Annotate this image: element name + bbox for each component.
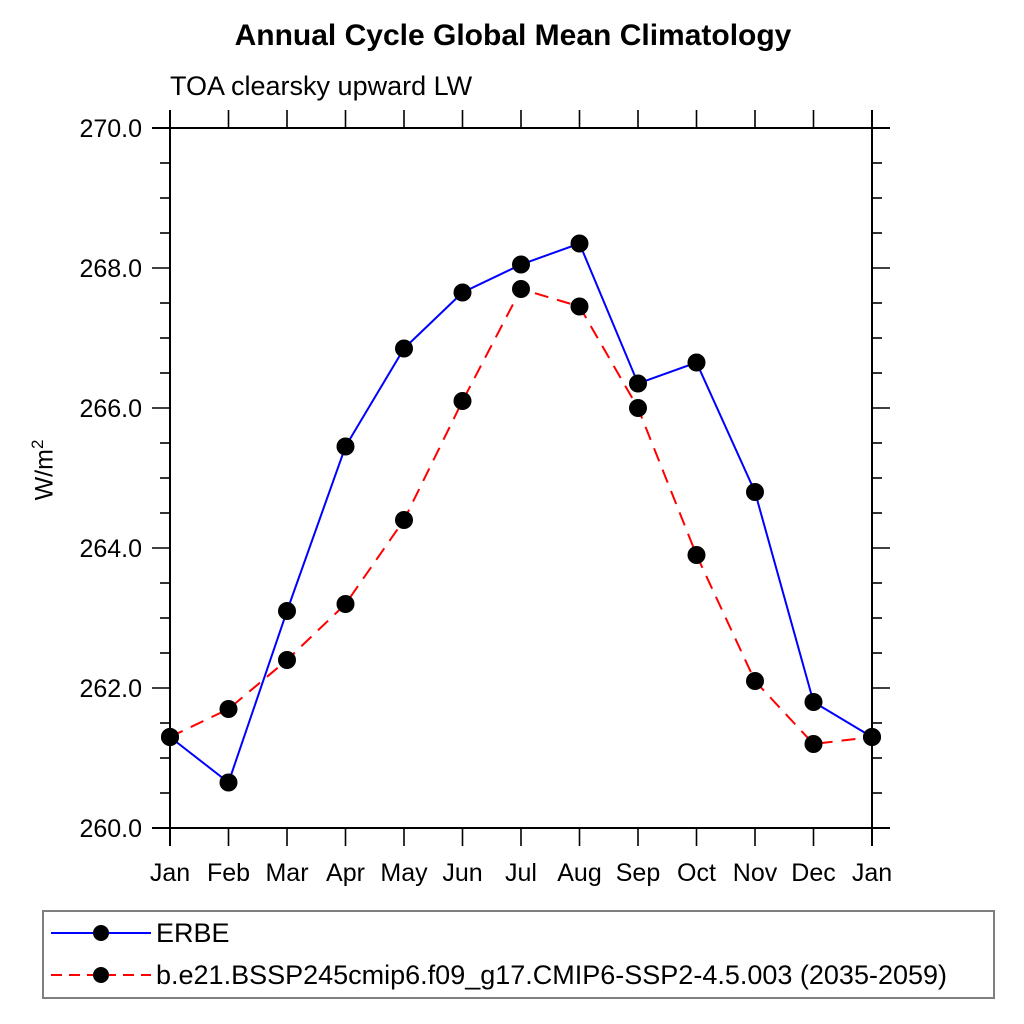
data-point-marker: [395, 339, 413, 358]
data-point-marker: [746, 483, 764, 501]
legend-sample-marker: [93, 925, 109, 941]
x-tick-label: Jun: [442, 859, 482, 887]
y-tick-label: 270.0: [79, 115, 142, 143]
legend-sample-marker: [93, 967, 109, 983]
x-tick-label: Nov: [733, 859, 778, 887]
y-tick-label: 266.0: [79, 395, 142, 423]
data-point-marker: [219, 700, 238, 718]
x-axis-ticks: [169, 110, 873, 846]
y-tick-label: 260.0: [79, 815, 142, 843]
data-point-marker: [453, 392, 472, 410]
x-tick-label: Jan: [852, 859, 892, 887]
x-tick-label: Jan: [150, 859, 190, 887]
data-point-marker: [804, 735, 823, 753]
legend: ERBE b.e21.BSSP245cmip6.f09_g17.CMIP6-SS…: [42, 910, 995, 999]
x-tick-label: Dec: [791, 859, 835, 887]
y-axis-unit: W/m: [30, 449, 59, 501]
x-tick-label: Apr: [326, 859, 365, 887]
data-point-marker: [219, 773, 238, 792]
data-point-marker: [161, 728, 179, 746]
data-point-marker: [570, 297, 589, 316]
data-point-marker: [278, 651, 296, 669]
data-point-marker: [278, 602, 296, 620]
legend-label-model: b.e21.BSSP245cmip6.f09_g17.CMIP6-SSP2-4.…: [156, 959, 948, 990]
y-tick-label: 264.0: [79, 535, 142, 563]
data-point-marker: [746, 672, 764, 690]
data-point-marker: [395, 511, 413, 529]
series-markers-model: [161, 280, 881, 753]
y-axis-unit-exponent: 2: [28, 439, 47, 450]
legend-line-sample-model: [51, 967, 151, 983]
chart-subtitle: TOA clearsky upward LW: [170, 71, 473, 101]
x-tick-label: Sep: [616, 859, 660, 887]
legend-label-erbe: ERBE: [156, 917, 230, 948]
data-point-marker: [336, 595, 355, 613]
series-line-model: [169, 287, 873, 746]
data-point-marker: [453, 283, 472, 302]
series-markers-erbe: [161, 234, 881, 792]
data-point-marker: [687, 546, 706, 564]
data-point-marker: [512, 255, 530, 274]
x-tick-label: Oct: [677, 859, 716, 887]
legend-line-sample-erbe: [51, 925, 151, 941]
x-tick-label: Aug: [557, 859, 601, 887]
data-point-marker: [512, 280, 530, 298]
data-point-marker: [629, 374, 647, 393]
y-axis-ticks: [152, 127, 890, 829]
plot-frame: [152, 110, 890, 846]
y-tick-label: 268.0: [79, 255, 142, 283]
chart-title: Annual Cycle Global Mean Climatology: [234, 19, 792, 52]
y-tick-label: 262.0: [79, 675, 142, 703]
x-tick-label: Mar: [265, 859, 308, 887]
legend-row-model: b.e21.BSSP245cmip6.f09_g17.CMIP6-SSP2-4.…: [44, 954, 993, 996]
data-point-marker: [687, 353, 706, 372]
data-point-marker: [570, 234, 589, 253]
y-axis-tick-labels: 260.0 262.0 264.0 266.0 268.0 270.0: [79, 115, 142, 843]
data-point-marker: [336, 437, 355, 456]
data-point-marker: [804, 693, 823, 711]
data-point-marker: [629, 399, 647, 417]
series-line-erbe: [169, 242, 873, 785]
x-tick-label: Jul: [505, 859, 537, 887]
x-axis-tick-labels: Jan Feb Mar Apr May Jun Jul Aug Sep Oct Nov Dec Jan: [150, 859, 892, 887]
data-point-marker: [863, 728, 881, 746]
legend-row-erbe: ERBE: [44, 912, 993, 954]
x-tick-label: May: [380, 859, 428, 887]
y-axis-title: W/m2: [23, 408, 58, 532]
x-tick-label: Feb: [207, 859, 250, 887]
